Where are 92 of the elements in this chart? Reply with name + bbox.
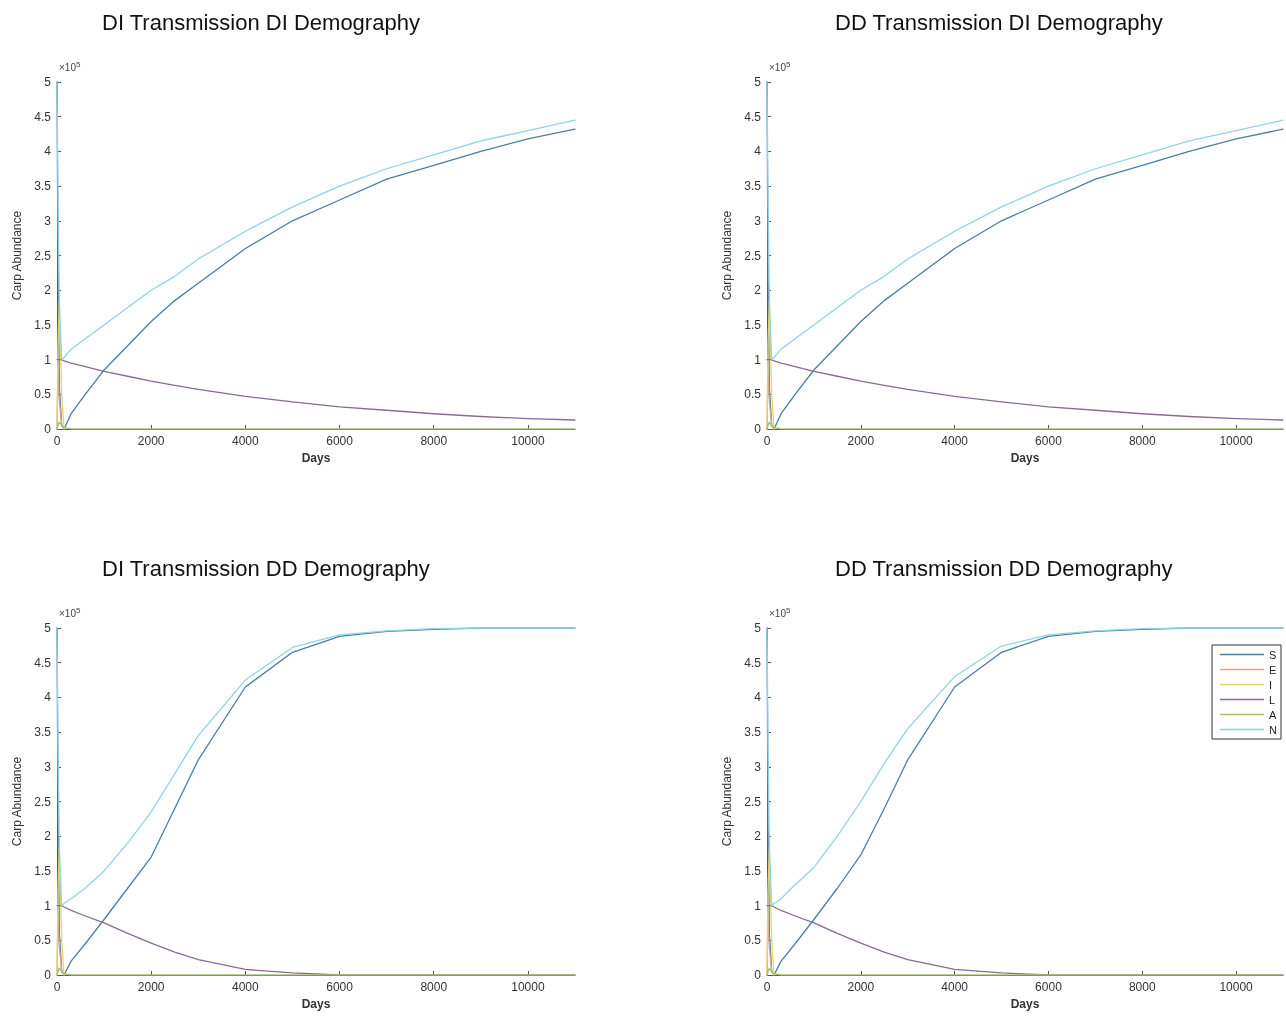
x-tick-label: 2000 (137, 434, 165, 448)
y-tick-label: 3 (754, 213, 762, 228)
y-tick-label: 0 (44, 968, 52, 982)
x-tick-label: 2000 (847, 980, 875, 994)
y-tick-label: 0 (754, 422, 762, 436)
y-tick-label: 0.5 (744, 387, 762, 402)
x-tick-label: 6000 (326, 434, 354, 448)
x-tick-label: 4000 (232, 434, 260, 448)
y-tick-label: 1.5 (744, 317, 762, 332)
line-series (766, 358, 1284, 421)
line-series (56, 627, 576, 907)
y-tick-label: 3 (44, 759, 52, 774)
y-tick-label: 0.5 (34, 933, 52, 948)
legend-label: L (1269, 693, 1276, 706)
line-series (56, 358, 576, 421)
chart-title: DI Transmission DI Demography (102, 9, 420, 35)
y-tick-label: 2.5 (744, 248, 762, 263)
y-tick-label: 4 (44, 690, 52, 705)
x-tick-label: 4000 (941, 434, 969, 448)
y-tick-label: 2 (754, 829, 762, 844)
x-tick-label: 0 (763, 980, 771, 994)
x-tick-label: 10000 (1219, 980, 1254, 994)
x-tick-label: 6000 (326, 980, 354, 994)
y-tick-label: 5 (44, 621, 52, 635)
y-tick-label: 0.5 (744, 933, 762, 948)
x-axis-title: Days (1010, 996, 1040, 1011)
y-tick-label: 1 (754, 352, 762, 367)
y-tick-label: 0 (754, 968, 762, 982)
line-series (56, 81, 576, 361)
y-tick-label: 4.5 (34, 109, 52, 124)
legend-label: I (1269, 678, 1273, 691)
y-tick-label: 2 (44, 283, 52, 298)
legend-label: N (1269, 723, 1278, 736)
x-tick-label: 4000 (232, 980, 260, 994)
y-tick-label: 2.5 (34, 248, 52, 263)
y-tick-label: 3.5 (34, 179, 52, 194)
y-tick-label: 4.5 (744, 109, 762, 124)
y-tick-label: 3.5 (34, 725, 52, 740)
y-tick-label: 1 (44, 352, 52, 367)
x-tick-label: 8000 (1128, 980, 1156, 994)
y-tick-label: 3.5 (744, 179, 762, 194)
x-axis-title: Days (301, 996, 331, 1011)
x-tick-label: 8000 (1128, 434, 1156, 448)
line-series (766, 627, 1284, 907)
y-axis-title: Carp Abundance (10, 756, 25, 847)
y-tick-label: 4 (754, 144, 762, 159)
y-tick-label: 1 (44, 898, 52, 913)
legend-label: E (1269, 663, 1277, 676)
line-series (766, 81, 1284, 361)
y-tick-label: 2.5 (744, 794, 762, 809)
y-tick-label: 2.5 (34, 794, 52, 809)
x-tick-label: 2000 (137, 980, 165, 994)
x-tick-label: 10000 (511, 434, 545, 448)
x-tick-label: 0 (53, 980, 61, 994)
x-axis-title: Days (1010, 450, 1040, 465)
y-tick-label: 5 (754, 75, 762, 89)
y-tick-label: 2 (754, 283, 762, 298)
y-axis-title: Carp Abundance (720, 756, 735, 847)
y-tick-label: 4 (44, 144, 52, 159)
chart-title: DI Transmission DD Demography (102, 555, 430, 581)
y-tick-label: 5 (44, 75, 52, 89)
y-tick-label: 4.5 (744, 655, 762, 670)
x-tick-label: 2000 (847, 434, 875, 448)
x-tick-label: 6000 (1035, 980, 1063, 994)
y-tick-label: 4.5 (34, 655, 52, 670)
x-tick-label: 4000 (941, 980, 969, 994)
chart-title: DD Transmission DD Demography (835, 555, 1173, 581)
x-tick-label: 10000 (511, 980, 545, 994)
x-tick-label: 6000 (1035, 434, 1063, 448)
x-tick-label: 8000 (420, 980, 448, 994)
x-axis-title: Days (301, 450, 331, 465)
y-tick-label: 3 (754, 759, 762, 774)
y-tick-label: 1.5 (744, 863, 762, 878)
y-tick-label: 4 (754, 690, 762, 705)
y-tick-label: 1.5 (34, 863, 52, 878)
y-axis-title: Carp Abundance (720, 210, 735, 301)
y-tick-label: 2 (44, 829, 52, 844)
legend-label: A (1269, 708, 1278, 721)
x-tick-label: 8000 (420, 434, 448, 448)
x-tick-label: 0 (53, 434, 61, 448)
y-tick-label: 0 (44, 422, 52, 436)
y-tick-label: 3 (44, 213, 52, 228)
y-tick-label: 1 (754, 898, 762, 913)
y-axis-title: Carp Abundance (10, 210, 25, 301)
x-tick-label: 0 (763, 434, 771, 448)
y-tick-label: 5 (754, 621, 762, 635)
x-tick-label: 10000 (1219, 434, 1254, 448)
chart-title: DD Transmission DI Demography (835, 9, 1163, 35)
legend-label: S (1269, 648, 1277, 661)
y-tick-label: 1.5 (34, 317, 52, 332)
y-tick-label: 3.5 (744, 725, 762, 740)
y-tick-label: 0.5 (34, 387, 52, 402)
